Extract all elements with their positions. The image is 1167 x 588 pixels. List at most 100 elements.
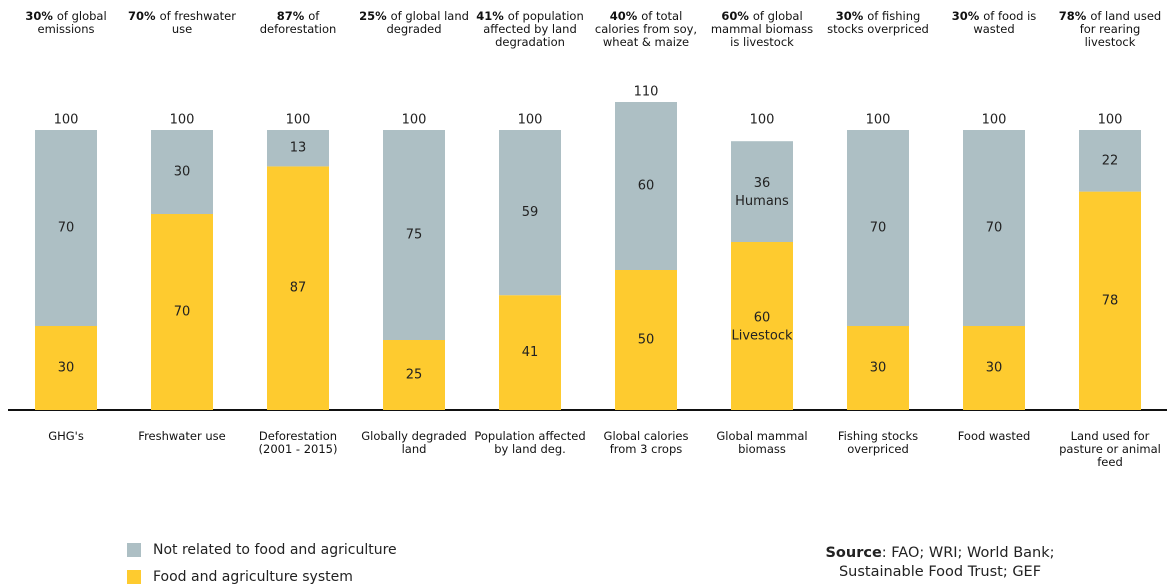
total-label: 100 bbox=[750, 113, 775, 128]
segment-note: Humans bbox=[735, 194, 789, 209]
category-label: Fishing stocks overpriced bbox=[837, 429, 919, 456]
segment-label: 30 bbox=[986, 361, 1003, 376]
header-percent: 87% bbox=[276, 9, 305, 23]
total-label: 100 bbox=[402, 113, 427, 128]
header-text: of deforestation bbox=[259, 9, 337, 36]
total-label: 100 bbox=[518, 113, 543, 128]
header-percent: 41% bbox=[476, 9, 504, 23]
category-label: Global mammal biomass bbox=[716, 429, 808, 456]
header-percent: 70% bbox=[128, 9, 156, 23]
category-label: Freshwater use bbox=[138, 429, 226, 443]
category-label: Population affected by land deg. bbox=[474, 429, 586, 456]
bar-segment bbox=[267, 130, 329, 167]
segment-label: 30 bbox=[174, 165, 191, 180]
segment-label: 30 bbox=[58, 361, 75, 376]
total-label: 100 bbox=[866, 113, 891, 128]
bar-segment bbox=[615, 270, 677, 410]
bar-segment bbox=[35, 326, 97, 410]
header-text: of global emissions bbox=[37, 9, 107, 36]
header-percent: 30% bbox=[951, 9, 980, 23]
column-header: 87% of deforestation bbox=[242, 10, 354, 36]
bar-segment bbox=[499, 130, 561, 296]
bar-segment bbox=[963, 326, 1025, 410]
header-text: of global mammal biomass is livestock bbox=[710, 9, 814, 49]
header-text: of global land degraded bbox=[386, 9, 469, 36]
segment-label: 41 bbox=[522, 345, 539, 360]
column-header: 40% of total calories from soy, wheat & m… bbox=[590, 10, 702, 49]
category-label: Deforestation (2001 - 2015) bbox=[258, 429, 338, 456]
category-label: GHG's bbox=[48, 429, 84, 443]
category-label: Global calories from 3 crops bbox=[603, 429, 689, 456]
total-label: 100 bbox=[982, 113, 1007, 128]
header-percent: 30% bbox=[835, 9, 864, 23]
segment-label: 70 bbox=[174, 305, 191, 320]
header-text: of total calories from soy, wheat & maiz… bbox=[594, 9, 698, 49]
category-label: Food wasted bbox=[957, 429, 1031, 443]
segment-label: 75 bbox=[406, 228, 423, 243]
header-percent: 30% bbox=[25, 9, 53, 23]
header-percent: 25% bbox=[359, 9, 387, 23]
bar-segment bbox=[267, 166, 329, 410]
bar-segment bbox=[731, 242, 793, 410]
total-label: 100 bbox=[54, 113, 79, 128]
bar-segment bbox=[151, 130, 213, 214]
header-text: of population affected by land degradati… bbox=[483, 9, 584, 49]
bar-segment bbox=[731, 141, 793, 242]
header-text: of land used for rearing livestock bbox=[1079, 9, 1162, 49]
bar-segment bbox=[847, 130, 909, 326]
source: Source: FAO; WRI; World Bank; Sustainabl… bbox=[790, 544, 1090, 582]
category-label: Globally degraded land bbox=[361, 429, 467, 456]
segment-label: 25 bbox=[406, 368, 423, 383]
segment-note: Livestock bbox=[731, 329, 793, 344]
bar-segment bbox=[35, 130, 97, 326]
column-header: 30% of global emissions bbox=[10, 10, 122, 36]
bar-segment bbox=[615, 102, 677, 270]
column-header: 78% of land used for rearing livestock bbox=[1054, 10, 1166, 49]
header-percent: 78% bbox=[1058, 9, 1087, 23]
bar-segment bbox=[963, 130, 1025, 326]
column-header: 30% of fishing stocks overpriced bbox=[822, 10, 934, 36]
bar-segment bbox=[1079, 130, 1141, 192]
category-label: Land used for pasture or animal feed bbox=[1059, 429, 1161, 469]
legend-item: Not related to food and agriculture bbox=[127, 542, 397, 558]
total-label: 100 bbox=[1098, 113, 1123, 128]
header-percent: 40% bbox=[609, 9, 638, 23]
header-text: of freshwater use bbox=[159, 9, 236, 36]
segment-label: 36 bbox=[754, 176, 771, 191]
header-percent: 60% bbox=[721, 9, 749, 23]
segment-label: 70 bbox=[58, 221, 75, 236]
total-label: 100 bbox=[170, 113, 195, 128]
legend-item: Food and agriculture system bbox=[127, 569, 353, 585]
legend-label: Food and agriculture system bbox=[153, 569, 353, 585]
total-label: 100 bbox=[286, 113, 311, 128]
total-label: 110 bbox=[634, 85, 659, 100]
legend-label: Not related to food and agriculture bbox=[153, 542, 397, 558]
segment-label: 60 bbox=[754, 311, 771, 326]
column-header: 60% of global mammal biomass is livestock bbox=[706, 10, 818, 49]
bar-segment bbox=[847, 326, 909, 410]
segment-label: 50 bbox=[638, 333, 655, 348]
bar-segment bbox=[151, 214, 213, 410]
column-header: 25% of global land degraded bbox=[358, 10, 470, 36]
segment-label: 60 bbox=[638, 179, 655, 194]
segment-label: 87 bbox=[290, 281, 307, 296]
bar-segment bbox=[383, 340, 445, 410]
column-header: 30% of food is wasted bbox=[938, 10, 1050, 36]
legend-swatch bbox=[127, 543, 141, 557]
segment-label: 30 bbox=[870, 361, 887, 376]
segment-label: 13 bbox=[290, 141, 307, 156]
header-text: of food is wasted bbox=[973, 9, 1037, 36]
bar-segment bbox=[383, 130, 445, 340]
segment-label: 22 bbox=[1102, 153, 1119, 168]
source-text: : FAO; WRI; World Bank; Sustainable Food… bbox=[838, 545, 1055, 580]
segment-label: 78 bbox=[1102, 293, 1119, 308]
segment-label: 59 bbox=[522, 205, 539, 220]
column-header: 41% of population affected by land degrad… bbox=[474, 10, 586, 49]
bar-segment bbox=[1079, 191, 1141, 410]
column-header: 70% of freshwater use bbox=[126, 10, 238, 36]
bar-segment bbox=[499, 295, 561, 410]
source-label: Source bbox=[825, 545, 882, 561]
segment-label: 70 bbox=[986, 221, 1003, 236]
